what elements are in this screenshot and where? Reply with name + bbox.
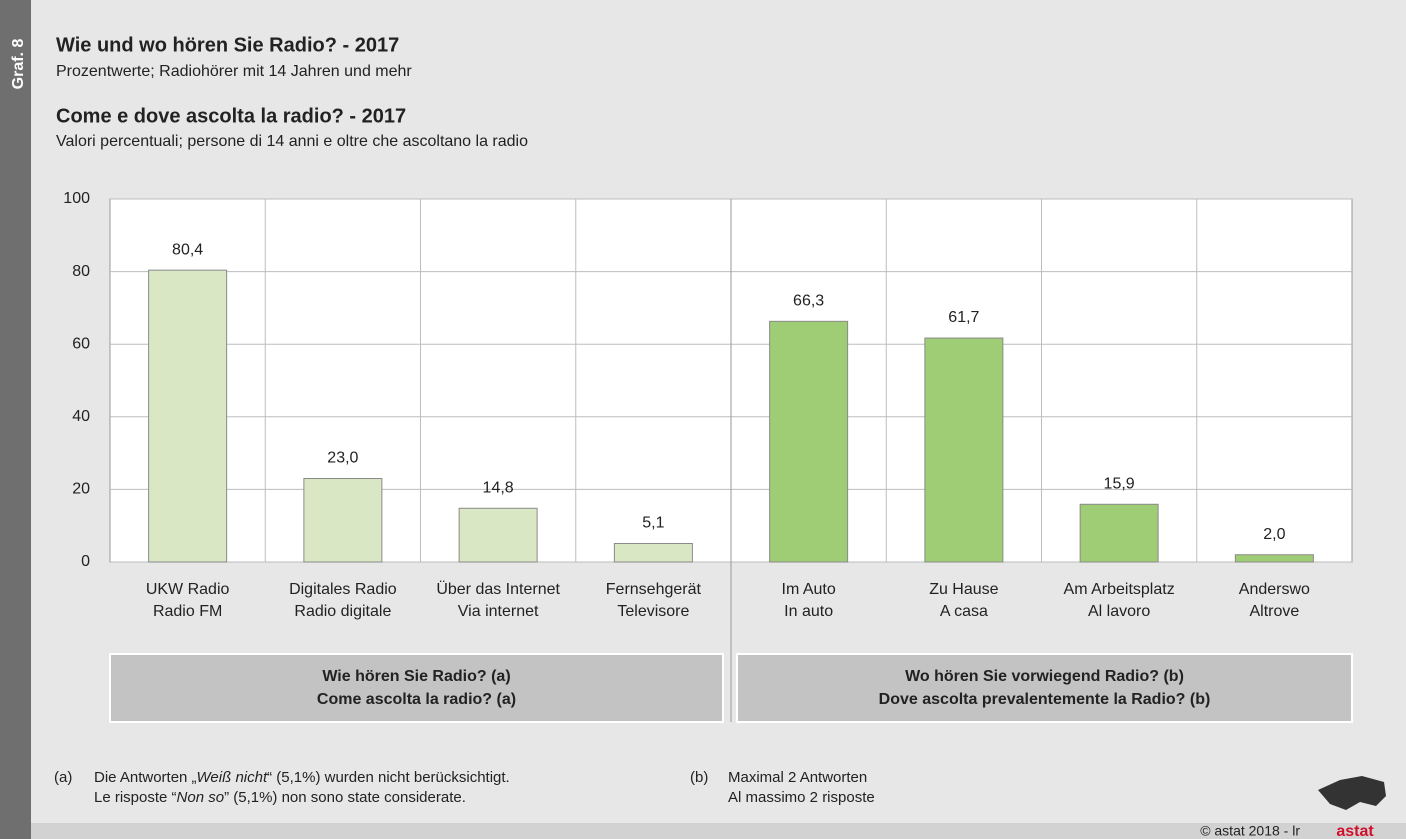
bar	[613, 542, 693, 563]
footnote-part: Al massimo 2 risposte	[728, 789, 875, 806]
group-label: Wo hören Sie vorwiegend Radio? (b)	[905, 668, 1184, 685]
footnote-part: Maximal 2 Antworten	[728, 769, 867, 786]
x-tick-label: Altrove	[1249, 603, 1299, 620]
side-label: Graf. 8	[10, 39, 27, 90]
x-tick-label: Digitales Radio	[289, 581, 397, 598]
logo-text: astat	[1336, 823, 1374, 839]
x-tick-label: Anderswo	[1239, 581, 1310, 598]
x-tick-label: Im Auto	[782, 581, 836, 598]
y-tick-label: 100	[63, 190, 90, 207]
footnote-part: Die Antworten „	[94, 769, 197, 786]
chart-subtitle: Prozentwerte; Radiohörer mit 14 Jahren u…	[56, 63, 412, 80]
x-tick-label: In auto	[784, 603, 833, 620]
footnote-part: Non so	[177, 789, 225, 806]
group-label: Dove ascolta prevalentemente la Radio? (…	[879, 691, 1211, 708]
chart-title: Come e dove ascolta la radio? - 2017	[56, 105, 406, 127]
bar	[1079, 503, 1159, 563]
footer-strip	[31, 823, 1406, 839]
group-box	[736, 653, 1353, 723]
y-tick-label: 60	[72, 335, 90, 352]
value-label: 23,0	[327, 450, 358, 467]
x-tick-label: UKW Radio	[146, 581, 230, 598]
side-strip	[0, 0, 31, 839]
bar	[1234, 554, 1314, 563]
y-tick-label: 0	[81, 553, 90, 570]
footnote: Al massimo 2 risposte	[728, 789, 875, 806]
y-tick-label: 40	[72, 408, 90, 425]
x-tick-label: Televisore	[617, 603, 689, 620]
chart-title: Wie und wo hören Sie Radio? - 2017	[56, 34, 399, 56]
x-tick-label: A casa	[940, 603, 988, 620]
value-label: 14,8	[483, 479, 514, 496]
x-tick-label: Fernsehgerät	[606, 581, 702, 598]
group-label: Wie hören Sie Radio? (a)	[322, 668, 510, 685]
chart-subtitle: Valori percentuali; persone di 14 anni e…	[56, 133, 528, 150]
y-tick-label: 20	[72, 481, 90, 498]
value-label: 61,7	[948, 309, 979, 326]
value-label: 5,1	[642, 515, 664, 532]
value-label: 80,4	[172, 241, 203, 258]
value-label: 66,3	[793, 293, 824, 310]
footnote-part: Le risposte “	[94, 789, 177, 806]
footnote-part: “ (5,1%) wurden nicht berücksichtigt.	[267, 769, 510, 786]
x-tick-label: Al lavoro	[1088, 603, 1150, 620]
group-label: Come ascolta la radio? (a)	[317, 691, 516, 708]
footnote-marker: (b)	[690, 769, 708, 786]
footnote-part: Weiß nicht	[197, 769, 268, 786]
x-tick-label: Via internet	[458, 603, 539, 620]
footnote-marker: (a)	[54, 769, 72, 786]
bar	[924, 337, 1004, 563]
x-tick-label: Radio digitale	[294, 603, 391, 620]
logo-icon	[1318, 776, 1386, 810]
bar	[303, 478, 383, 563]
value-label: 2,0	[1263, 526, 1285, 543]
bar	[148, 269, 228, 563]
footnote-part: ” (5,1%) non sono state considerate.	[224, 789, 466, 806]
value-label: 15,9	[1104, 476, 1135, 493]
x-tick-label: Über das Internet	[436, 580, 560, 598]
footnote: Le risposte “Non so” (5,1%) non sono sta…	[94, 789, 466, 806]
x-tick-label: Am Arbeitsplatz	[1064, 581, 1175, 598]
footnote: Die Antworten „Weiß nicht“ (5,1%) wurden…	[94, 769, 510, 786]
x-tick-label: Radio FM	[153, 603, 222, 620]
x-tick-label: Zu Hause	[929, 581, 998, 598]
copyright: © astat 2018 - lr	[1200, 823, 1300, 839]
y-tick-label: 80	[72, 263, 90, 280]
footnote: Maximal 2 Antworten	[728, 769, 867, 786]
bar	[769, 320, 849, 563]
group-box	[109, 653, 724, 723]
bar	[458, 507, 538, 563]
